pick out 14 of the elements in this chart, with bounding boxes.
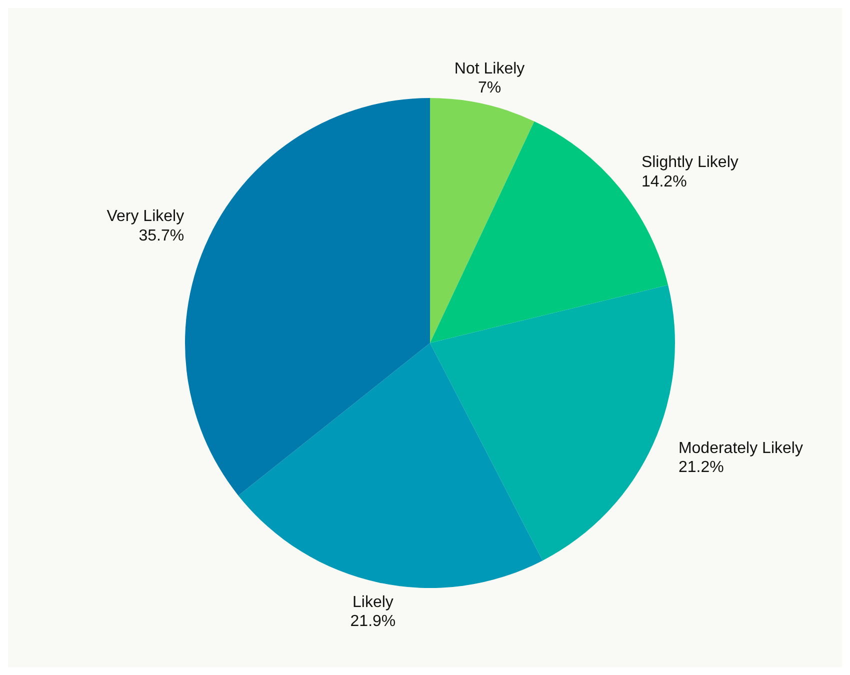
data-label: 7% <box>478 80 502 97</box>
slice-label: Likely <box>352 594 394 611</box>
data-label: 21.2% <box>678 459 724 476</box>
slice-label: Moderately Likely <box>678 440 803 457</box>
slice-label: Slightly Likely <box>641 154 738 172</box>
pie-slice <box>185 98 430 496</box>
pie-slice <box>430 285 675 561</box>
slice-label: Very Likely <box>106 208 184 226</box>
data-label: 14.2% <box>641 173 687 190</box>
data-label: 35.7% <box>138 227 184 244</box>
pie-slice <box>238 343 543 588</box>
pie-slice <box>430 98 534 343</box>
data-label: 21.9% <box>350 612 396 630</box>
slice-label: Not Likely <box>454 60 525 78</box>
